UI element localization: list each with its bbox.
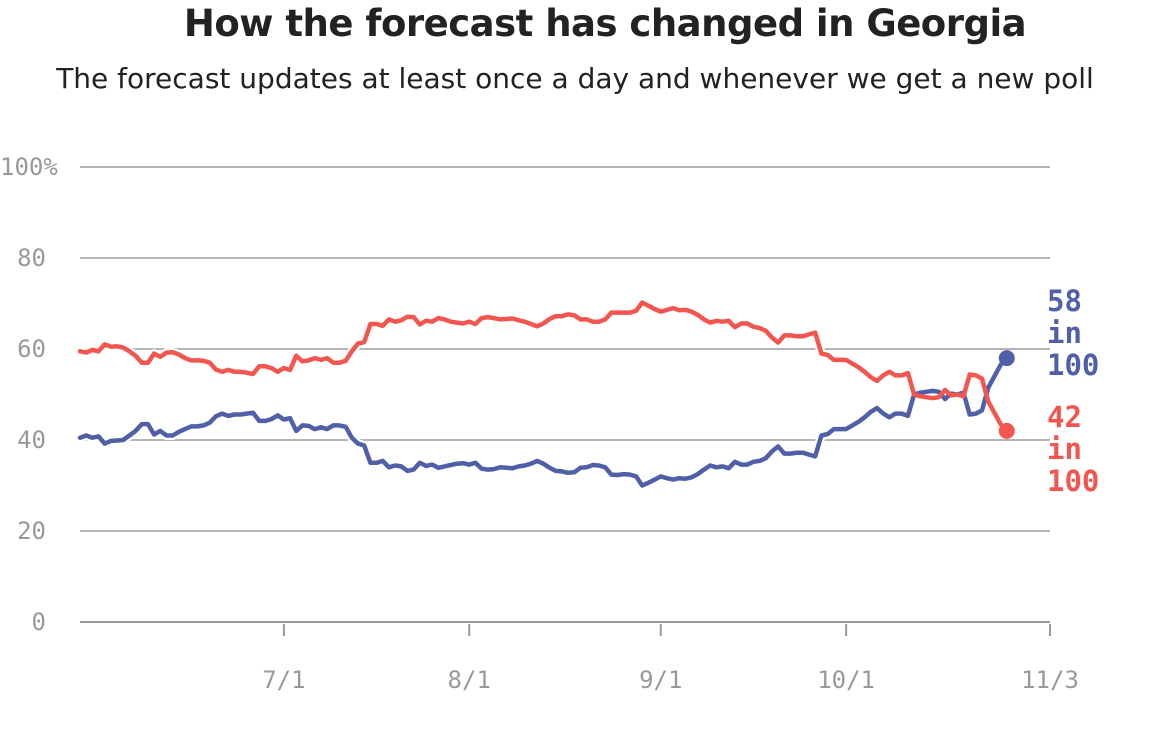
chart-title: How the forecast has changed in Georgia: [183, 2, 1027, 45]
x-tick-label: 10/1: [817, 666, 875, 694]
y-tick-label: 40: [17, 426, 46, 454]
y-tick-label: 20: [17, 517, 46, 545]
y-tick-label: 80: [17, 244, 46, 272]
x-tick-label: 11/3: [1021, 666, 1079, 694]
end-label-value: 58: [1047, 284, 1082, 318]
y-tick-label: 60: [17, 335, 46, 363]
series-lines: [75, 298, 1012, 490]
end-label-total: 100: [1047, 348, 1099, 382]
series-line-blue: [77, 355, 1010, 488]
y-tick-label: 0: [32, 608, 46, 636]
x-tick-label: 8/1: [448, 666, 491, 694]
grid-lines: [80, 166, 1050, 623]
y-tick-label: 100%: [0, 153, 58, 181]
x-tick-label: 9/1: [639, 666, 682, 694]
end-label-total: 100: [1047, 464, 1099, 498]
series-line-red: [77, 300, 1010, 434]
end-label-unit: in: [1047, 316, 1082, 350]
end-marker: [998, 422, 1015, 439]
x-tick-label: 7/1: [262, 666, 305, 694]
end-label-unit: in: [1047, 432, 1082, 466]
end-label-value: 42: [1047, 400, 1082, 434]
chart-subtitle: The forecast updates at least once a day…: [56, 62, 1094, 95]
x-axis-ticks: 7/1 8/1 9/1 10/1 11/3: [262, 624, 1079, 694]
end-marker: [998, 350, 1015, 367]
y-axis-ticks: 0 20 40 60 80 100%: [0, 153, 58, 636]
